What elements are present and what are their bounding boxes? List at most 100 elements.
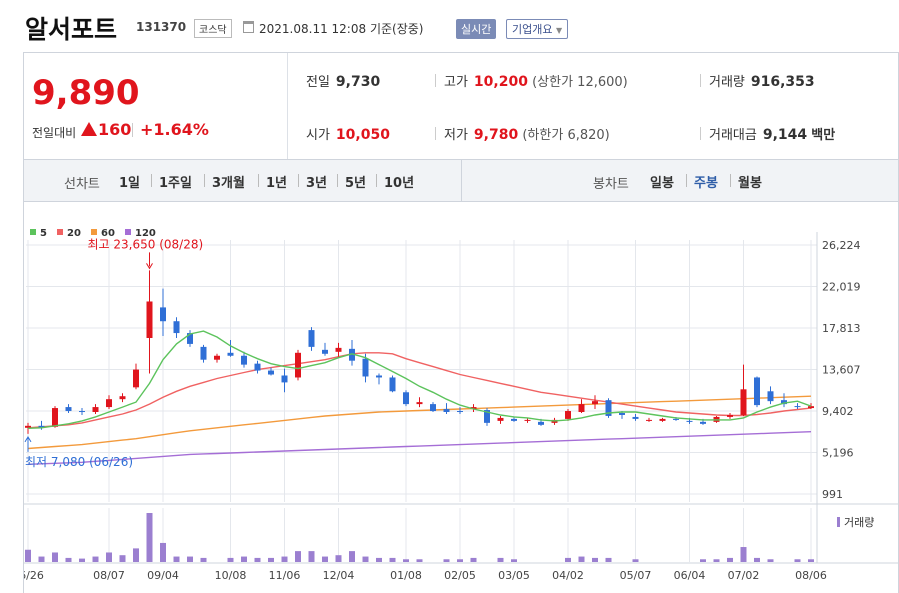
- period-bar-divider: [461, 160, 462, 202]
- period-1w[interactable]: 1주일: [159, 176, 192, 191]
- volume-bar: [254, 557, 261, 562]
- candle-body: [52, 408, 58, 427]
- volume-bar: [119, 555, 126, 562]
- chevron-down-icon: ▼: [555, 26, 563, 35]
- volume-bar: [376, 557, 382, 562]
- change-divider: [132, 123, 133, 137]
- volume-bar: [268, 557, 274, 562]
- company-overview-button[interactable]: 기업개요 ▼: [506, 19, 569, 39]
- company-name: 알서포트: [25, 15, 118, 44]
- candle-weekly[interactable]: 주봉: [694, 176, 718, 191]
- volume-bar: [295, 551, 301, 562]
- period-divider: [337, 174, 338, 187]
- volume-bar: [767, 559, 774, 562]
- volume-bar: [632, 559, 639, 562]
- low-annotation: 최저 7,080 (06/26): [25, 455, 133, 469]
- period-divider: [376, 174, 377, 187]
- price-summary: 9,890 전일대비 160 +1.64% 전일 9,730 고가 10,200 (…: [23, 52, 899, 160]
- x-tick-label: 03/05: [498, 569, 530, 582]
- legend-swatch: [125, 229, 131, 235]
- candle-body: [511, 418, 517, 421]
- x-tick-label: 08/06: [795, 569, 827, 582]
- volume-bar: [403, 559, 409, 562]
- candle-body: [700, 421, 706, 424]
- period-3y[interactable]: 3년: [306, 176, 328, 191]
- candle-body: [133, 369, 139, 388]
- volume-bar: [443, 559, 450, 562]
- open-label: 시가: [306, 128, 330, 143]
- low-value: 9,780: [473, 127, 519, 143]
- candle-body: [605, 400, 612, 416]
- volume-bar: [511, 559, 517, 562]
- candle-body: [497, 417, 504, 421]
- volume-bar: [740, 547, 747, 562]
- realtime-button[interactable]: 실시간: [456, 19, 497, 39]
- candle-body: [25, 425, 31, 428]
- volume-bar: [335, 555, 342, 562]
- volume-bar: [794, 559, 801, 562]
- candle-body: [92, 407, 99, 413]
- period-10y[interactable]: 10년: [384, 176, 415, 191]
- x-tick-label: 12/04: [323, 569, 355, 582]
- upper-limit: (상한가 12,600): [532, 75, 628, 90]
- volume-bar: [308, 551, 315, 562]
- volume-bar: [133, 548, 139, 562]
- candle-body: [457, 411, 463, 413]
- candle-body: [146, 301, 153, 338]
- candle-body: [767, 391, 774, 402]
- legend-label: 5: [40, 228, 47, 239]
- period-5y[interactable]: 5년: [345, 176, 367, 191]
- cell-divider: [435, 127, 436, 140]
- period-1y[interactable]: 1년: [266, 176, 288, 191]
- candle-body: [389, 377, 396, 392]
- prev-close-cell: 전일 9,730: [306, 71, 380, 90]
- candle-body: [119, 396, 126, 400]
- x-tick-label: 05/07: [620, 569, 652, 582]
- volume-bar: [470, 557, 477, 562]
- market-badge: 코스닥: [194, 19, 232, 38]
- datetime-value: 2021.08.11 12:08: [259, 22, 367, 36]
- prev-close-value: 9,730: [335, 74, 381, 90]
- high-value: 10,200: [473, 74, 528, 90]
- candle-body: [808, 406, 814, 409]
- legend-label: 120: [135, 228, 156, 239]
- lower-limit: (하한가 6,820): [522, 128, 610, 143]
- volume-bar: [146, 513, 153, 562]
- candle-monthly[interactable]: 월봉: [738, 176, 762, 191]
- period-1d[interactable]: 1일: [119, 176, 141, 191]
- candlestick-chart: 26,224 22,019 17,813 13,607 9,402 5,196 991 5 20…: [12, 228, 899, 582]
- volume-legend-swatch: [837, 517, 840, 527]
- x-tick-label: 10/08: [215, 569, 247, 582]
- volume-bar: [592, 557, 598, 562]
- amount-label: 거래대금: [709, 128, 757, 143]
- candle-body: [65, 407, 72, 412]
- high-cell: 고가 10,200 (상한가 12,600): [444, 71, 628, 90]
- candle-body: [484, 410, 490, 423]
- candle-body: [673, 418, 679, 420]
- y-tick-label: 13,607: [822, 364, 861, 377]
- ma60-line: [27, 395, 812, 450]
- volume-value: 916,353: [750, 74, 815, 90]
- candle-chart-label: 봉차트: [593, 177, 629, 192]
- ma5-line: [27, 330, 812, 429]
- candle-body: [295, 352, 301, 378]
- candle-body: [322, 349, 328, 354]
- candle-body: [619, 412, 625, 415]
- high-arrow-head: [146, 263, 153, 270]
- candle-body: [214, 355, 220, 360]
- legend-swatch: [91, 229, 97, 235]
- candle-body: [794, 406, 801, 408]
- volume-bar: [578, 556, 585, 562]
- candle-body: [524, 419, 531, 421]
- candle-body: [659, 418, 666, 421]
- candle-body: [335, 347, 342, 352]
- x-tick-label: 09/04: [147, 569, 179, 582]
- x-tick-label: 08/07: [93, 569, 125, 582]
- period-3m[interactable]: 3개월: [212, 176, 245, 191]
- volume-bar: [727, 557, 733, 562]
- legend-label: 20: [67, 228, 81, 239]
- volume-bar: [362, 556, 369, 562]
- prev-close-label: 전일: [306, 75, 330, 90]
- period-divider: [730, 174, 731, 187]
- candle-daily[interactable]: 일봉: [650, 176, 674, 191]
